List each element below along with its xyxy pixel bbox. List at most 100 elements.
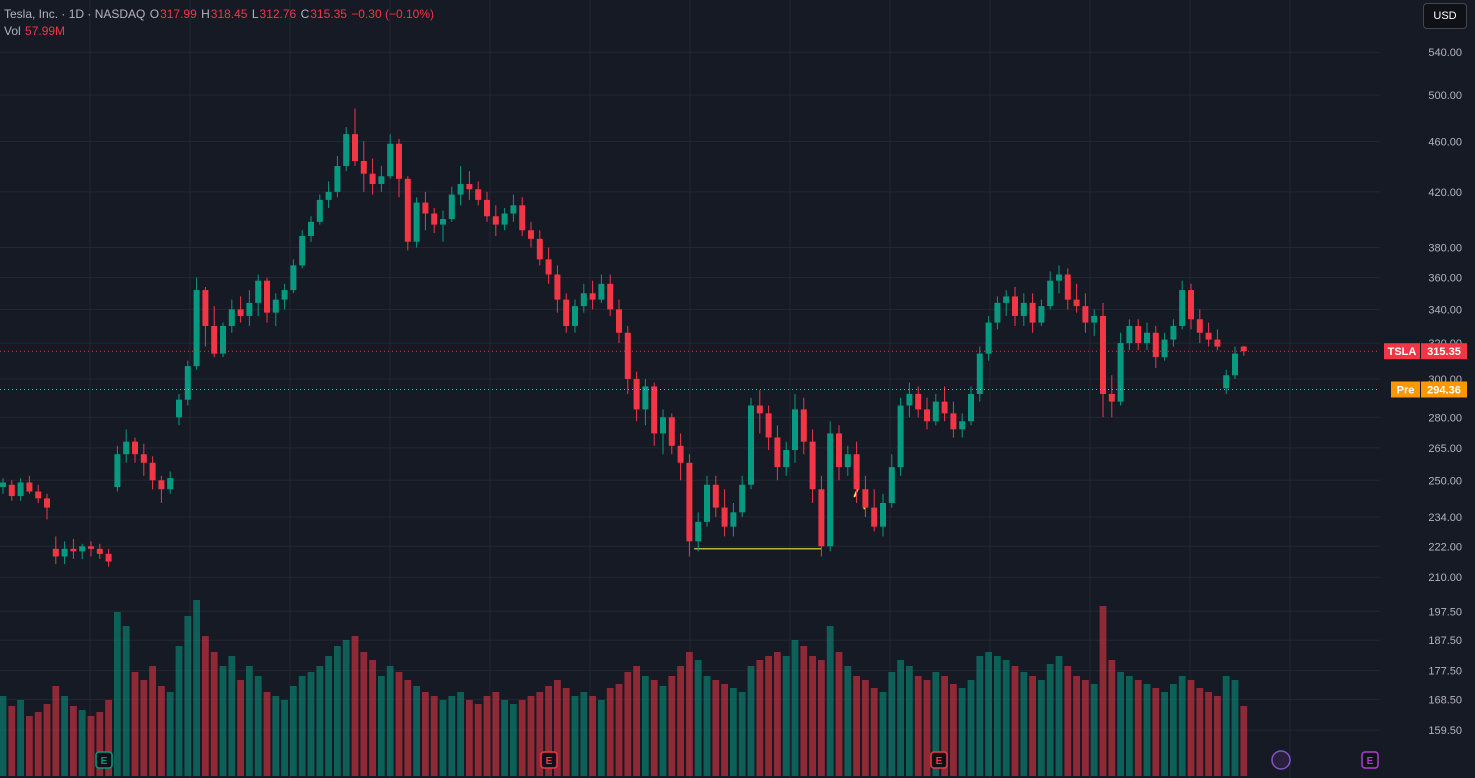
candle-body[interactable] bbox=[8, 484, 15, 497]
candle-body[interactable] bbox=[932, 401, 939, 422]
candle-body[interactable] bbox=[598, 283, 605, 300]
candle-body[interactable] bbox=[642, 386, 649, 410]
currency-button[interactable]: USD bbox=[1423, 3, 1467, 29]
dividend-icon[interactable] bbox=[1271, 750, 1291, 770]
candle-body[interactable] bbox=[52, 548, 59, 557]
candle-body[interactable] bbox=[1240, 346, 1247, 352]
candle-body[interactable] bbox=[237, 309, 244, 316]
candle-body[interactable] bbox=[352, 134, 358, 162]
candle-body[interactable] bbox=[308, 221, 314, 236]
candle-body[interactable] bbox=[677, 445, 684, 463]
candle-body[interactable] bbox=[1047, 280, 1054, 307]
candle-body[interactable] bbox=[132, 441, 138, 455]
candle-body[interactable] bbox=[633, 378, 640, 410]
candle-body[interactable] bbox=[17, 482, 24, 497]
candle-body[interactable] bbox=[739, 484, 746, 513]
candle-body[interactable] bbox=[536, 238, 543, 260]
candle-body[interactable] bbox=[70, 548, 77, 552]
candle-body[interactable] bbox=[457, 184, 464, 195]
candle-body[interactable] bbox=[431, 213, 438, 225]
candle-body[interactable] bbox=[924, 409, 930, 422]
candle-body[interactable] bbox=[1064, 274, 1071, 300]
candle-body[interactable] bbox=[528, 230, 534, 239]
candle-body[interactable] bbox=[1117, 343, 1124, 402]
candle-body[interactable] bbox=[941, 401, 948, 414]
candle-body[interactable] bbox=[325, 191, 332, 200]
candle-body[interactable] bbox=[756, 405, 763, 414]
candle-body[interactable] bbox=[35, 491, 42, 499]
earnings-marker-miss[interactable] bbox=[930, 751, 948, 769]
candle-body[interactable] bbox=[334, 166, 341, 192]
candle-body[interactable] bbox=[264, 280, 270, 313]
candle-body[interactable] bbox=[704, 484, 710, 522]
candle-body[interactable] bbox=[88, 546, 94, 549]
candle-body[interactable] bbox=[580, 293, 587, 307]
candle-body[interactable] bbox=[484, 199, 490, 217]
candle-body[interactable] bbox=[897, 405, 904, 468]
candle-body[interactable] bbox=[853, 454, 860, 490]
candle-body[interactable] bbox=[404, 178, 411, 242]
candle-body[interactable] bbox=[880, 502, 886, 527]
candle-body[interactable] bbox=[985, 322, 992, 354]
candle-body[interactable] bbox=[413, 202, 420, 242]
candle-body[interactable] bbox=[1012, 296, 1018, 316]
candle-body[interactable] bbox=[290, 265, 297, 291]
candle-body[interactable] bbox=[1091, 315, 1098, 323]
candle-body[interactable] bbox=[1161, 339, 1168, 358]
candle-body[interactable] bbox=[809, 441, 816, 490]
candle-body[interactable] bbox=[176, 399, 182, 418]
candle-body[interactable] bbox=[624, 332, 631, 379]
candle-body[interactable] bbox=[272, 299, 279, 313]
candle-body[interactable] bbox=[651, 386, 658, 434]
candle-body[interactable] bbox=[712, 484, 719, 508]
candle-body[interactable] bbox=[1126, 325, 1133, 344]
candle-body[interactable] bbox=[246, 302, 253, 316]
candle-body[interactable] bbox=[255, 280, 262, 303]
candle-body[interactable] bbox=[1205, 332, 1212, 340]
candle-body[interactable] bbox=[554, 274, 561, 300]
candle-body[interactable] bbox=[140, 454, 147, 463]
candle-body[interactable] bbox=[510, 205, 517, 214]
candle-body[interactable] bbox=[378, 176, 385, 185]
candle-body[interactable] bbox=[422, 202, 429, 214]
candle-body[interactable] bbox=[1073, 299, 1080, 307]
candle-body[interactable] bbox=[105, 553, 112, 562]
candle-body[interactable] bbox=[545, 259, 552, 275]
candle-body[interactable] bbox=[299, 235, 306, 266]
candle-body[interactable] bbox=[765, 413, 772, 438]
candle-body[interactable] bbox=[369, 173, 376, 185]
candle-body[interactable] bbox=[660, 417, 666, 434]
candle-body[interactable] bbox=[396, 143, 402, 179]
candle-body[interactable] bbox=[475, 189, 482, 200]
candle-body[interactable] bbox=[748, 405, 754, 485]
candle-body[interactable] bbox=[1038, 306, 1045, 323]
candle-body[interactable] bbox=[862, 489, 869, 508]
candle-body[interactable] bbox=[440, 219, 446, 225]
candle-body[interactable] bbox=[220, 325, 226, 354]
candle-body[interactable] bbox=[1003, 296, 1010, 303]
candle-body[interactable] bbox=[316, 199, 323, 222]
candle-body[interactable] bbox=[668, 417, 675, 446]
candle-body[interactable] bbox=[184, 366, 191, 400]
candle-body[interactable] bbox=[1020, 302, 1027, 316]
earnings-marker-past[interactable] bbox=[95, 751, 113, 769]
candle-body[interactable] bbox=[61, 548, 68, 557]
candle-body[interactable] bbox=[1082, 306, 1089, 323]
candle-body[interactable] bbox=[976, 353, 983, 394]
candle-body[interactable] bbox=[1152, 332, 1159, 358]
candle-body[interactable] bbox=[950, 413, 957, 430]
candle-body[interactable] bbox=[281, 290, 288, 300]
candle-body[interactable] bbox=[123, 441, 130, 455]
candle-body[interactable] bbox=[1170, 325, 1177, 340]
candle-body[interactable] bbox=[228, 309, 235, 326]
candle-body[interactable] bbox=[686, 462, 693, 542]
candle-body[interactable] bbox=[783, 449, 790, 468]
candle-body[interactable] bbox=[466, 184, 473, 190]
candle-body[interactable] bbox=[906, 393, 913, 406]
candle-body[interactable] bbox=[915, 393, 922, 410]
candle-body[interactable] bbox=[1188, 290, 1194, 320]
candle-body[interactable] bbox=[114, 454, 121, 487]
candle-body[interactable] bbox=[149, 462, 156, 481]
candle-body[interactable] bbox=[800, 409, 807, 442]
